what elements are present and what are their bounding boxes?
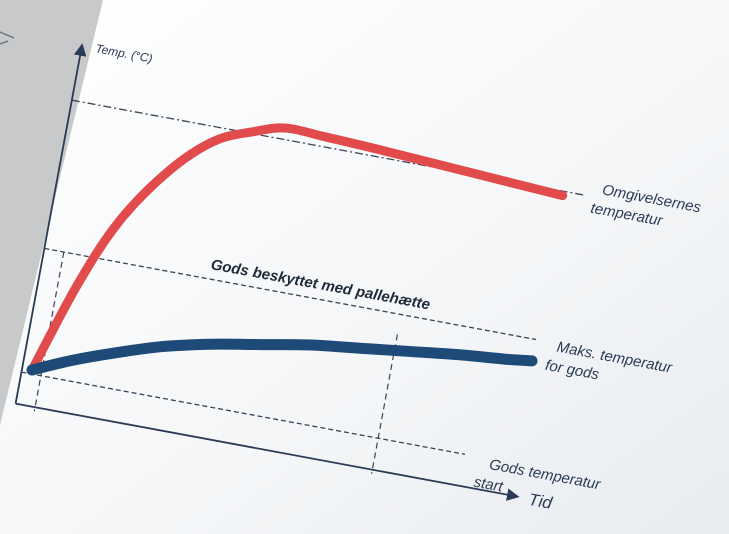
- series-protected-line: [26, 338, 538, 376]
- x-axis-label: Tid: [527, 490, 554, 513]
- start-temp-label-line2: start: [472, 474, 505, 496]
- start-temp-reference-line: [21, 371, 466, 455]
- max-temp-reference-line: [44, 247, 537, 341]
- x-axis: [15, 402, 520, 501]
- corner-mark: [0, 31, 15, 45]
- y-axis: [14, 43, 87, 404]
- series-unprotected-line: [27, 123, 568, 375]
- event-time-marker-2: [371, 334, 398, 474]
